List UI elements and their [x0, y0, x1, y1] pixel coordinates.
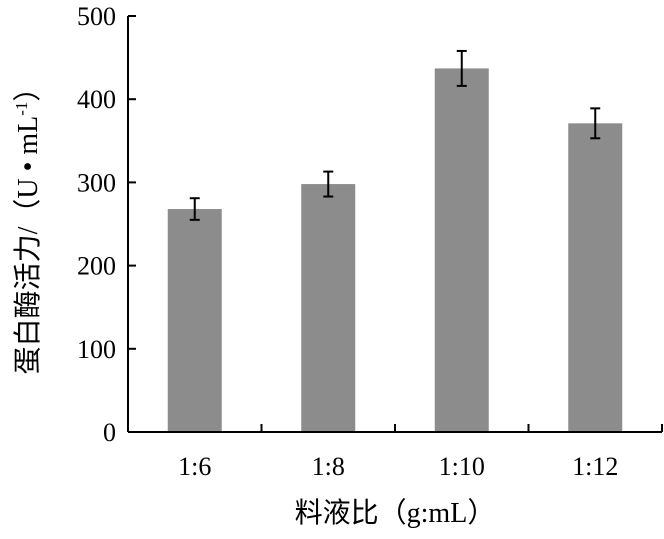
bar-1-6	[167, 209, 222, 432]
bar-1-10	[434, 68, 489, 432]
y-axis-title-main: 蛋白酶活力/（U • mL	[12, 116, 44, 375]
x-ticks-group: 1:6 1:8 1:10 1:12	[178, 424, 663, 481]
y-axis-title: 蛋白酶活力/（U • mL-1）	[12, 74, 44, 375]
y-axis-title-end: ）	[12, 74, 44, 102]
x-axis-title: 料液比（g:mL）	[295, 497, 496, 529]
bar-1-8	[301, 184, 356, 432]
x-tick-label: 1:6	[178, 452, 211, 481]
bar-1-12	[568, 123, 623, 432]
y-tick-label: 500	[77, 2, 116, 31]
error-bars-group	[189, 49, 601, 221]
y-tick-label: 100	[77, 335, 116, 364]
y-tick-label: 400	[77, 85, 116, 114]
bars-group	[167, 68, 623, 432]
x-tick-label: 1:10	[439, 452, 485, 481]
x-tick-label: 1:12	[572, 452, 618, 481]
y-tick-label: 300	[77, 168, 116, 197]
y-tick-label: 200	[77, 252, 116, 281]
x-tick-label: 1:8	[312, 452, 345, 481]
y-ticks-group: 0 100 200 300 400 500	[77, 2, 136, 447]
y-axis-title-superscript: -1	[12, 102, 31, 116]
y-tick-label: 0	[103, 418, 116, 447]
